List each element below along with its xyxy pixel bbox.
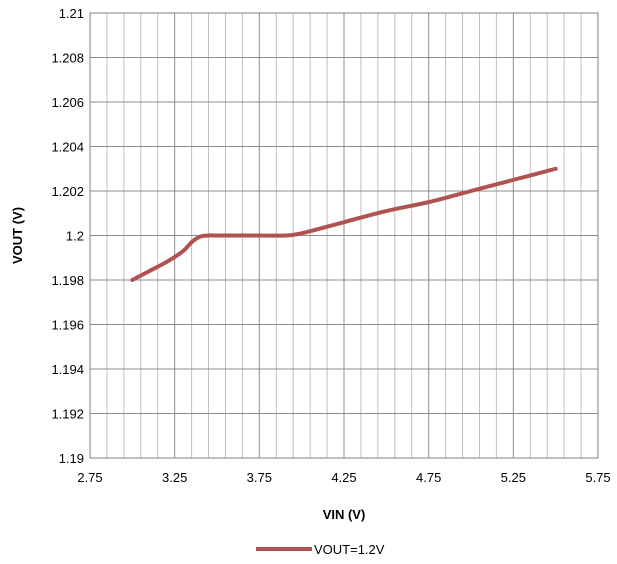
x-tick-label: 5.25	[501, 470, 526, 485]
y-tick-label: 1.2	[66, 229, 84, 244]
y-tick-label: 1.206	[51, 95, 84, 110]
x-tick-label: 4.25	[331, 470, 356, 485]
y-tick-label: 1.192	[51, 407, 84, 422]
y-tick-label: 1.194	[51, 362, 84, 377]
x-tick-label: 4.75	[416, 470, 441, 485]
series-line-0	[130, 166, 558, 282]
major-gridlines	[90, 13, 598, 458]
legend-label-vout-1-2v: VOUT=1.2V	[314, 542, 385, 557]
x-axis-title: VIN (V)	[323, 507, 366, 522]
x-tick-label: 3.25	[162, 470, 187, 485]
y-tick-label: 1.21	[59, 6, 84, 21]
y-axis-ticks: 1.21 1.208 1.206 1.204 1.202 1.2 1.198 1.196 1.1…	[51, 6, 84, 466]
series-group	[130, 166, 558, 282]
x-tick-label: 2.75	[77, 470, 102, 485]
y-tick-label: 1.204	[51, 140, 84, 155]
y-axis-title: VOUT (V)	[10, 207, 25, 264]
x-axis-ticks: 2.75 3.25 3.75 4.25 4.75 5.25 5.75	[77, 470, 610, 485]
y-tick-label: 1.196	[51, 318, 84, 333]
y-tick-label: 1.202	[51, 184, 84, 199]
x-tick-label: 5.75	[585, 470, 610, 485]
x-tick-label: 3.75	[247, 470, 272, 485]
y-tick-label: 1.19	[59, 451, 84, 466]
legend: VOUT=1.2V	[256, 542, 385, 557]
y-tick-label: 1.208	[51, 51, 84, 66]
y-tick-label: 1.198	[51, 273, 84, 288]
plot-area-frame	[89, 12, 599, 459]
